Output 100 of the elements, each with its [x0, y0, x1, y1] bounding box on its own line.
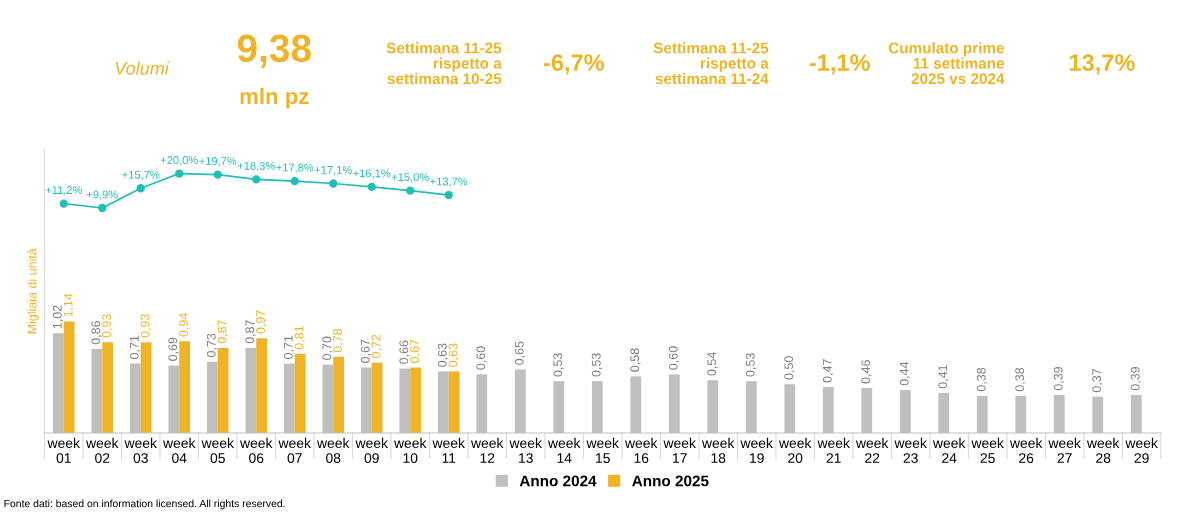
- data-label: 1,14: [63, 293, 74, 317]
- data-label: 0,50: [784, 356, 795, 380]
- text: Volumi: [115, 61, 170, 75]
- x-tick-label: week 04: [163, 437, 196, 464]
- data-label: 0,58: [630, 348, 641, 372]
- bar: [256, 338, 268, 433]
- x-tick-label: week 15: [586, 437, 619, 464]
- data-label: 0,65: [514, 341, 526, 365]
- data-label: 0,67: [410, 339, 421, 363]
- point: [136, 184, 145, 193]
- y-axis-title: Migliaia di unità: [27, 248, 39, 334]
- data-label: +15,7%: [122, 170, 160, 180]
- legend-label: Anno 2024: [519, 475, 597, 487]
- data-label: +20,0%: [160, 156, 198, 166]
- data-label: +9,9%: [86, 190, 118, 200]
- data-label: 0,37: [1092, 368, 1103, 393]
- data-label: 0,66: [399, 340, 410, 364]
- data-label: 0,93: [140, 314, 151, 338]
- data-label: 1,02: [52, 305, 64, 329]
- bar: [371, 362, 383, 433]
- x-tick-label: week 02: [86, 437, 119, 464]
- x-tick-label: week 18: [701, 437, 735, 464]
- x-tick-label: week 27: [1048, 437, 1081, 463]
- x-tick-label: week 22: [855, 437, 889, 463]
- data-label: 0,87: [245, 320, 256, 344]
- data-label: 0,53: [745, 353, 757, 377]
- data-label: +17,8%: [276, 163, 314, 173]
- data-label: 0,97: [256, 310, 267, 334]
- x-tick-label: week 06: [240, 437, 273, 464]
- point: [98, 203, 107, 213]
- x-tick-label: week 25: [971, 437, 1004, 464]
- data-label: 0,87: [217, 320, 228, 344]
- data-label: 0,93: [102, 314, 113, 338]
- data-label: 0,60: [476, 346, 487, 370]
- data-label: 0,39: [1130, 366, 1142, 391]
- bar: [333, 356, 345, 433]
- text: Settimana 11-25 rispetto a settimana 11-24: [653, 42, 769, 85]
- data-label: 0,69: [168, 337, 179, 361]
- x-tick-label: week 08: [317, 437, 350, 464]
- point: [406, 186, 415, 195]
- x-tick-label: week 17: [663, 437, 696, 463]
- legend-label: Anno 2025: [632, 475, 709, 487]
- data-label: 0,78: [333, 328, 344, 353]
- x-tick-label: week 11: [432, 437, 465, 463]
- point: [329, 179, 338, 188]
- text: -6,7%: [543, 54, 605, 75]
- data-label: +16,1%: [353, 169, 391, 179]
- bar: [410, 367, 421, 433]
- data-label: 0,86: [91, 321, 102, 345]
- point: [59, 199, 68, 208]
- data-label: 0,60: [668, 346, 680, 370]
- x-tick-label: week 28: [1086, 437, 1120, 464]
- data-label: 0,53: [553, 353, 564, 377]
- data-label: 0,81: [294, 325, 305, 350]
- data-label: 0,73: [206, 333, 218, 358]
- x-tick-label: week 05: [201, 437, 234, 464]
- text: 13,7%: [1069, 54, 1135, 75]
- data-label: 0,70: [322, 336, 333, 360]
- x-tick-label: week 16: [624, 437, 658, 464]
- bar: [102, 342, 114, 433]
- data-label: 0,54: [707, 352, 718, 376]
- x-tick-label: week 09: [355, 437, 388, 464]
- data-label: 0,94: [179, 313, 190, 337]
- data-label: 0,71: [129, 335, 141, 359]
- text: mln pz: [240, 87, 309, 109]
- x-tick-label: week 14: [547, 437, 581, 463]
- data-label: +13,7%: [430, 177, 468, 187]
- bar: [294, 353, 306, 433]
- data-label: 0,63: [448, 343, 459, 367]
- data-label: +15,0%: [391, 173, 429, 183]
- bar: [217, 347, 229, 433]
- point: [252, 175, 261, 184]
- x-tick-label: week 10: [393, 437, 427, 464]
- x-tick-label: week 24: [932, 437, 966, 463]
- data-label: +11,2%: [45, 186, 82, 196]
- data-label: 0,38: [976, 367, 988, 392]
- x-tick-label: week 21: [817, 437, 850, 463]
- data-label: 0,67: [360, 339, 372, 363]
- data-label: 0,44: [899, 361, 911, 386]
- data-label: 0,47: [822, 359, 834, 383]
- point: [213, 170, 222, 179]
- data-label: 0,38: [1015, 367, 1026, 392]
- x-tick-label: week 19: [740, 437, 773, 464]
- x-tick-label: week 01: [47, 437, 80, 464]
- bar: [63, 321, 75, 433]
- x-tick-label: week 23: [894, 437, 927, 464]
- x-tick-label: week 29: [1125, 437, 1158, 464]
- data-label: 0,72: [371, 334, 382, 358]
- source-note: Fonte dati: based on information licensed. All rights reserved.: [4, 499, 285, 510]
- bar: [140, 342, 152, 433]
- text: -1,1%: [809, 54, 870, 75]
- x-tick-label: week 07: [278, 437, 311, 464]
- point: [175, 169, 184, 178]
- data-label: +17,1%: [314, 166, 352, 176]
- data-label: 0,46: [861, 360, 872, 384]
- data-label: 0,63: [437, 343, 449, 367]
- data-label: 0,41: [938, 365, 949, 389]
- text: Settimana 11-25 rispetto a settimana 10-25: [386, 42, 502, 85]
- x-tick-label: week 20: [778, 437, 812, 464]
- point: [367, 182, 376, 192]
